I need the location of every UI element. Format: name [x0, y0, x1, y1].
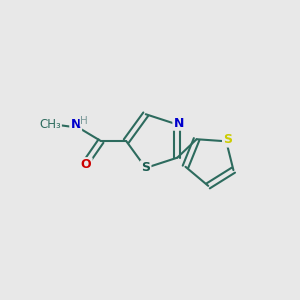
Text: CH₃: CH₃	[39, 118, 61, 131]
Text: S: S	[141, 161, 150, 174]
Text: N: N	[70, 118, 81, 130]
Text: O: O	[81, 158, 92, 171]
Text: S: S	[223, 133, 232, 146]
Text: H: H	[80, 116, 88, 126]
Text: N: N	[174, 116, 184, 130]
